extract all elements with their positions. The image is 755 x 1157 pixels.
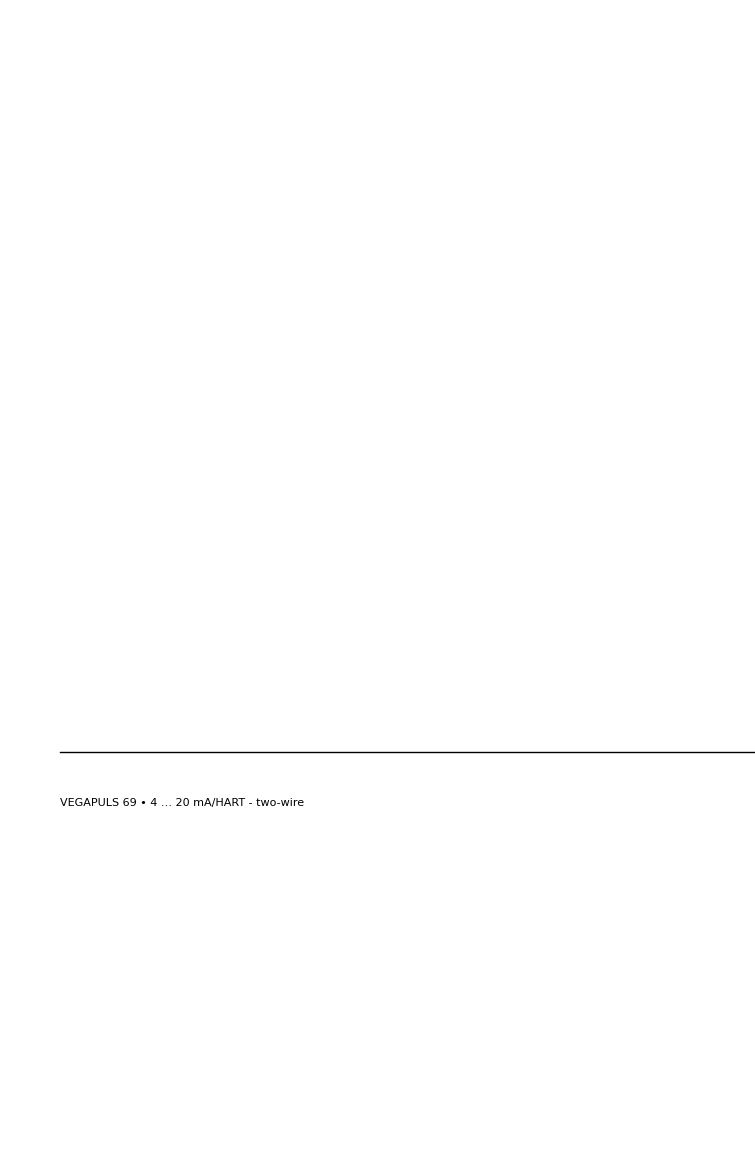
- Text: VEGAPULS 69 • 4 … 20 mA/HART - two-wire: VEGAPULS 69 • 4 … 20 mA/HART - two-wire: [60, 798, 304, 809]
